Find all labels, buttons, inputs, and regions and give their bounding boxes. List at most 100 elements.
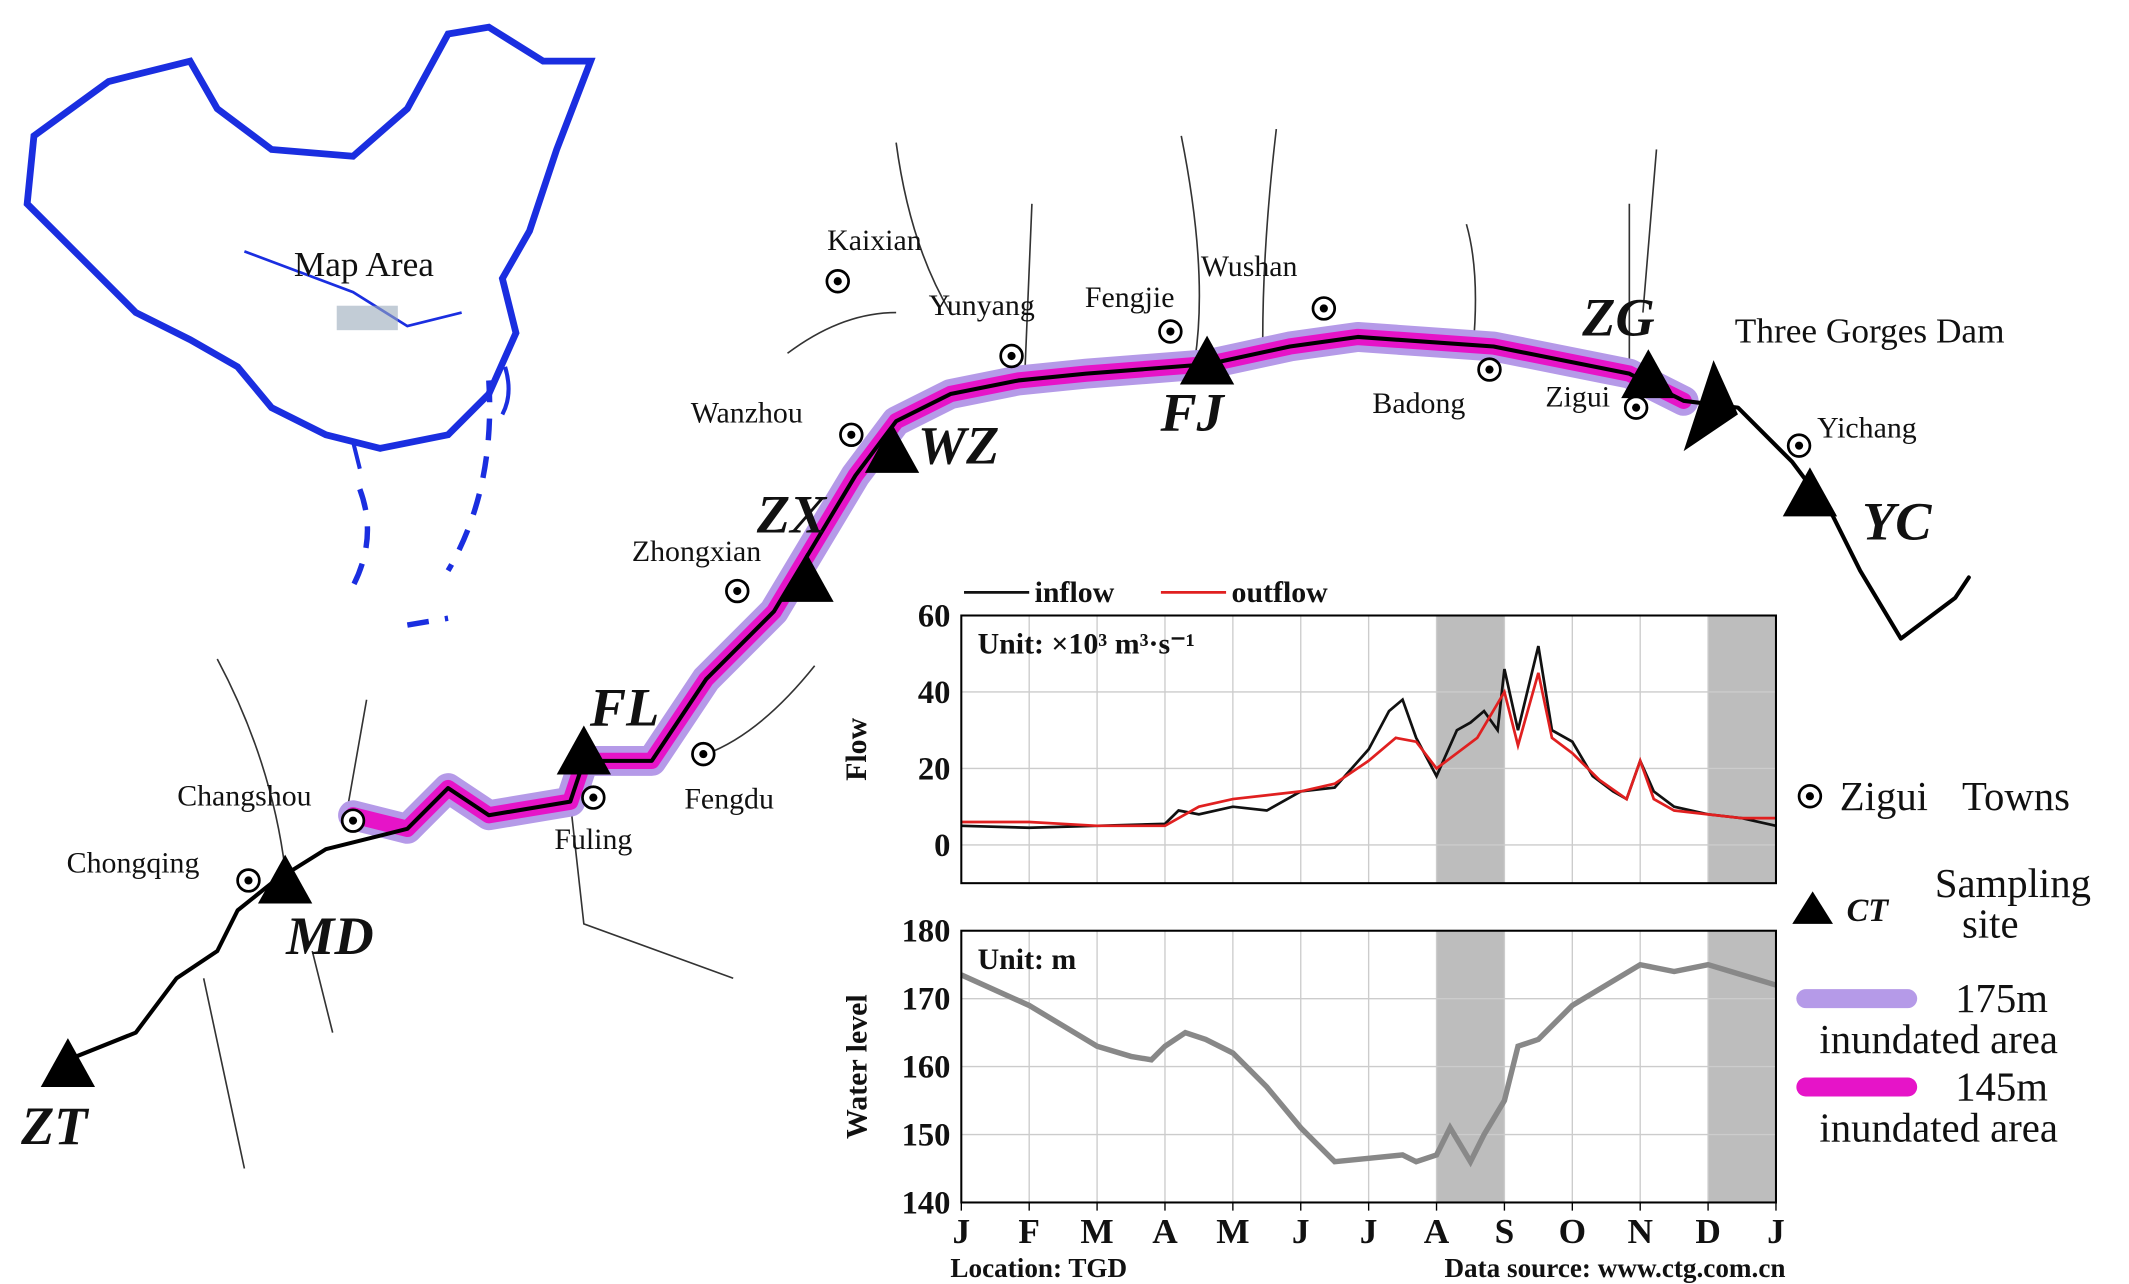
series-line: [961, 672, 1776, 828]
dam-label: Three Gorges Dam: [1735, 311, 2005, 350]
legend-town-example: Zigui: [1840, 774, 1928, 819]
china-inset: [23, 23, 596, 628]
town-dot: [833, 277, 842, 286]
site-triangle: [1782, 467, 1838, 517]
x-tick-label: M: [1216, 1212, 1249, 1251]
y-tick-label: 40: [918, 675, 951, 711]
legend: Zigui Towns CT Sampling site 175m inunda…: [1792, 774, 2091, 1150]
site-label: ZG: [1581, 288, 1654, 348]
x-tick-label: F: [1018, 1212, 1040, 1251]
site-label: FL: [589, 678, 659, 738]
inset-label: Map Area: [294, 245, 434, 284]
legend-label: outflow: [1232, 576, 1329, 609]
y-tick-label: 170: [902, 982, 951, 1018]
site-label: ZT: [20, 1096, 89, 1156]
legend-site-icon: [1792, 891, 1834, 924]
plot-frame: [960, 929, 1777, 1204]
town-dot: [589, 793, 598, 802]
site-triangle: [779, 553, 834, 602]
town-label: Wushan: [1201, 250, 1298, 283]
town-label: Yunyang: [929, 289, 1035, 322]
site-label: YC: [1862, 491, 1932, 551]
legend-sampling: site: [1962, 902, 2019, 947]
x-tick-label: D: [1695, 1212, 1720, 1251]
legend-175: 175m: [1955, 976, 2048, 1021]
town-dot: [733, 586, 742, 596]
shaded-period: [1436, 615, 1505, 884]
site-label: ZX: [756, 485, 828, 545]
y-tick-label: 60: [918, 598, 951, 634]
town-label: Wanzhou: [691, 397, 803, 430]
site-triangle: [864, 423, 920, 473]
town-label: Kaixian: [827, 224, 922, 257]
x-tick-label: J: [1360, 1212, 1378, 1251]
site-triangle: [257, 854, 313, 904]
site-triangle: [556, 725, 612, 775]
town-label: Fengdu: [684, 782, 774, 815]
legend-town-dot: [1805, 792, 1814, 801]
footer-left: Location: TGD: [950, 1253, 1127, 1283]
site-markers: ZT MD FL ZX WZ FJ ZG YC: [20, 288, 1932, 1156]
town-dot: [1485, 365, 1494, 374]
town-label: Zigui: [1545, 380, 1610, 413]
site-label: MD: [285, 906, 374, 966]
site-triangle: [1621, 349, 1676, 399]
town-label: Changshou: [177, 780, 311, 813]
x-tick-label: N: [1627, 1212, 1653, 1251]
town-dot: [847, 430, 856, 439]
x-tick-label: A: [1152, 1212, 1178, 1251]
town-label: Badong: [1372, 387, 1465, 420]
legend-label: inflow: [1035, 576, 1115, 609]
town-dot: [244, 876, 253, 885]
y-tick-label: 160: [902, 1049, 951, 1085]
x-tick-label: S: [1495, 1212, 1515, 1251]
town-dot: [1319, 304, 1328, 313]
x-tick-label: J: [952, 1212, 970, 1251]
tributaries: [202, 128, 1658, 1169]
legend-145: 145m: [1955, 1065, 2048, 1110]
river: [65, 322, 1971, 1062]
annotation: Unit: m: [978, 943, 1077, 976]
town-label: Fuling: [554, 823, 632, 856]
y-tick-label: 20: [918, 751, 951, 787]
site-triangle: [40, 1038, 96, 1087]
shaded-period: [1708, 615, 1776, 884]
x-tick-label: A: [1424, 1212, 1450, 1251]
dam-icon: [1683, 360, 1738, 452]
site-triangle: [1179, 335, 1235, 385]
y-axis-label: Flow: [840, 717, 873, 781]
x-tick-label: O: [1559, 1212, 1586, 1251]
y-tick-label: 180: [902, 914, 951, 950]
x-tick-label: M: [1080, 1212, 1113, 1251]
x-tick-label: J: [1292, 1212, 1310, 1251]
x-tick-label: J: [1767, 1212, 1785, 1251]
town-label: Yichang: [1817, 412, 1917, 445]
legend-sampling: Sampling: [1935, 861, 2091, 906]
town-label: Zhongxian: [632, 535, 761, 568]
y-tick-label: 0: [934, 828, 950, 864]
legend-towns: Towns: [1962, 774, 2070, 819]
charts: 0 20 40 60 inflow outflow Unit: ×10³ m³·s⁻¹ Flo…: [840, 576, 1785, 1283]
town-dot: [1632, 403, 1641, 412]
town-dot: [699, 750, 708, 759]
series-line: [960, 961, 1777, 1168]
town-dot: [348, 816, 358, 825]
y-tick-label: 140: [902, 1185, 951, 1221]
legend-145: inundated area: [1819, 1105, 2058, 1150]
annotation: Unit: ×10³ m³·s⁻¹: [978, 628, 1195, 661]
legend-town-icon: [1797, 783, 1823, 809]
site-label: WZ: [918, 415, 999, 475]
town-dot: [1794, 441, 1804, 450]
town-dot: [1007, 351, 1016, 361]
legend-175: inundated area: [1819, 1017, 2058, 1062]
plot-frame: [960, 614, 1777, 885]
y-axis-label: Water level: [840, 994, 873, 1139]
town-dot: [1166, 327, 1175, 336]
footer-right: Data source: www.ctg.com.cn: [1444, 1253, 1785, 1283]
town-label: Fengjie: [1085, 281, 1175, 314]
y-tick-label: 150: [902, 1117, 951, 1153]
town-label: Chongqing: [67, 846, 200, 879]
site-label: FJ: [1159, 383, 1225, 443]
